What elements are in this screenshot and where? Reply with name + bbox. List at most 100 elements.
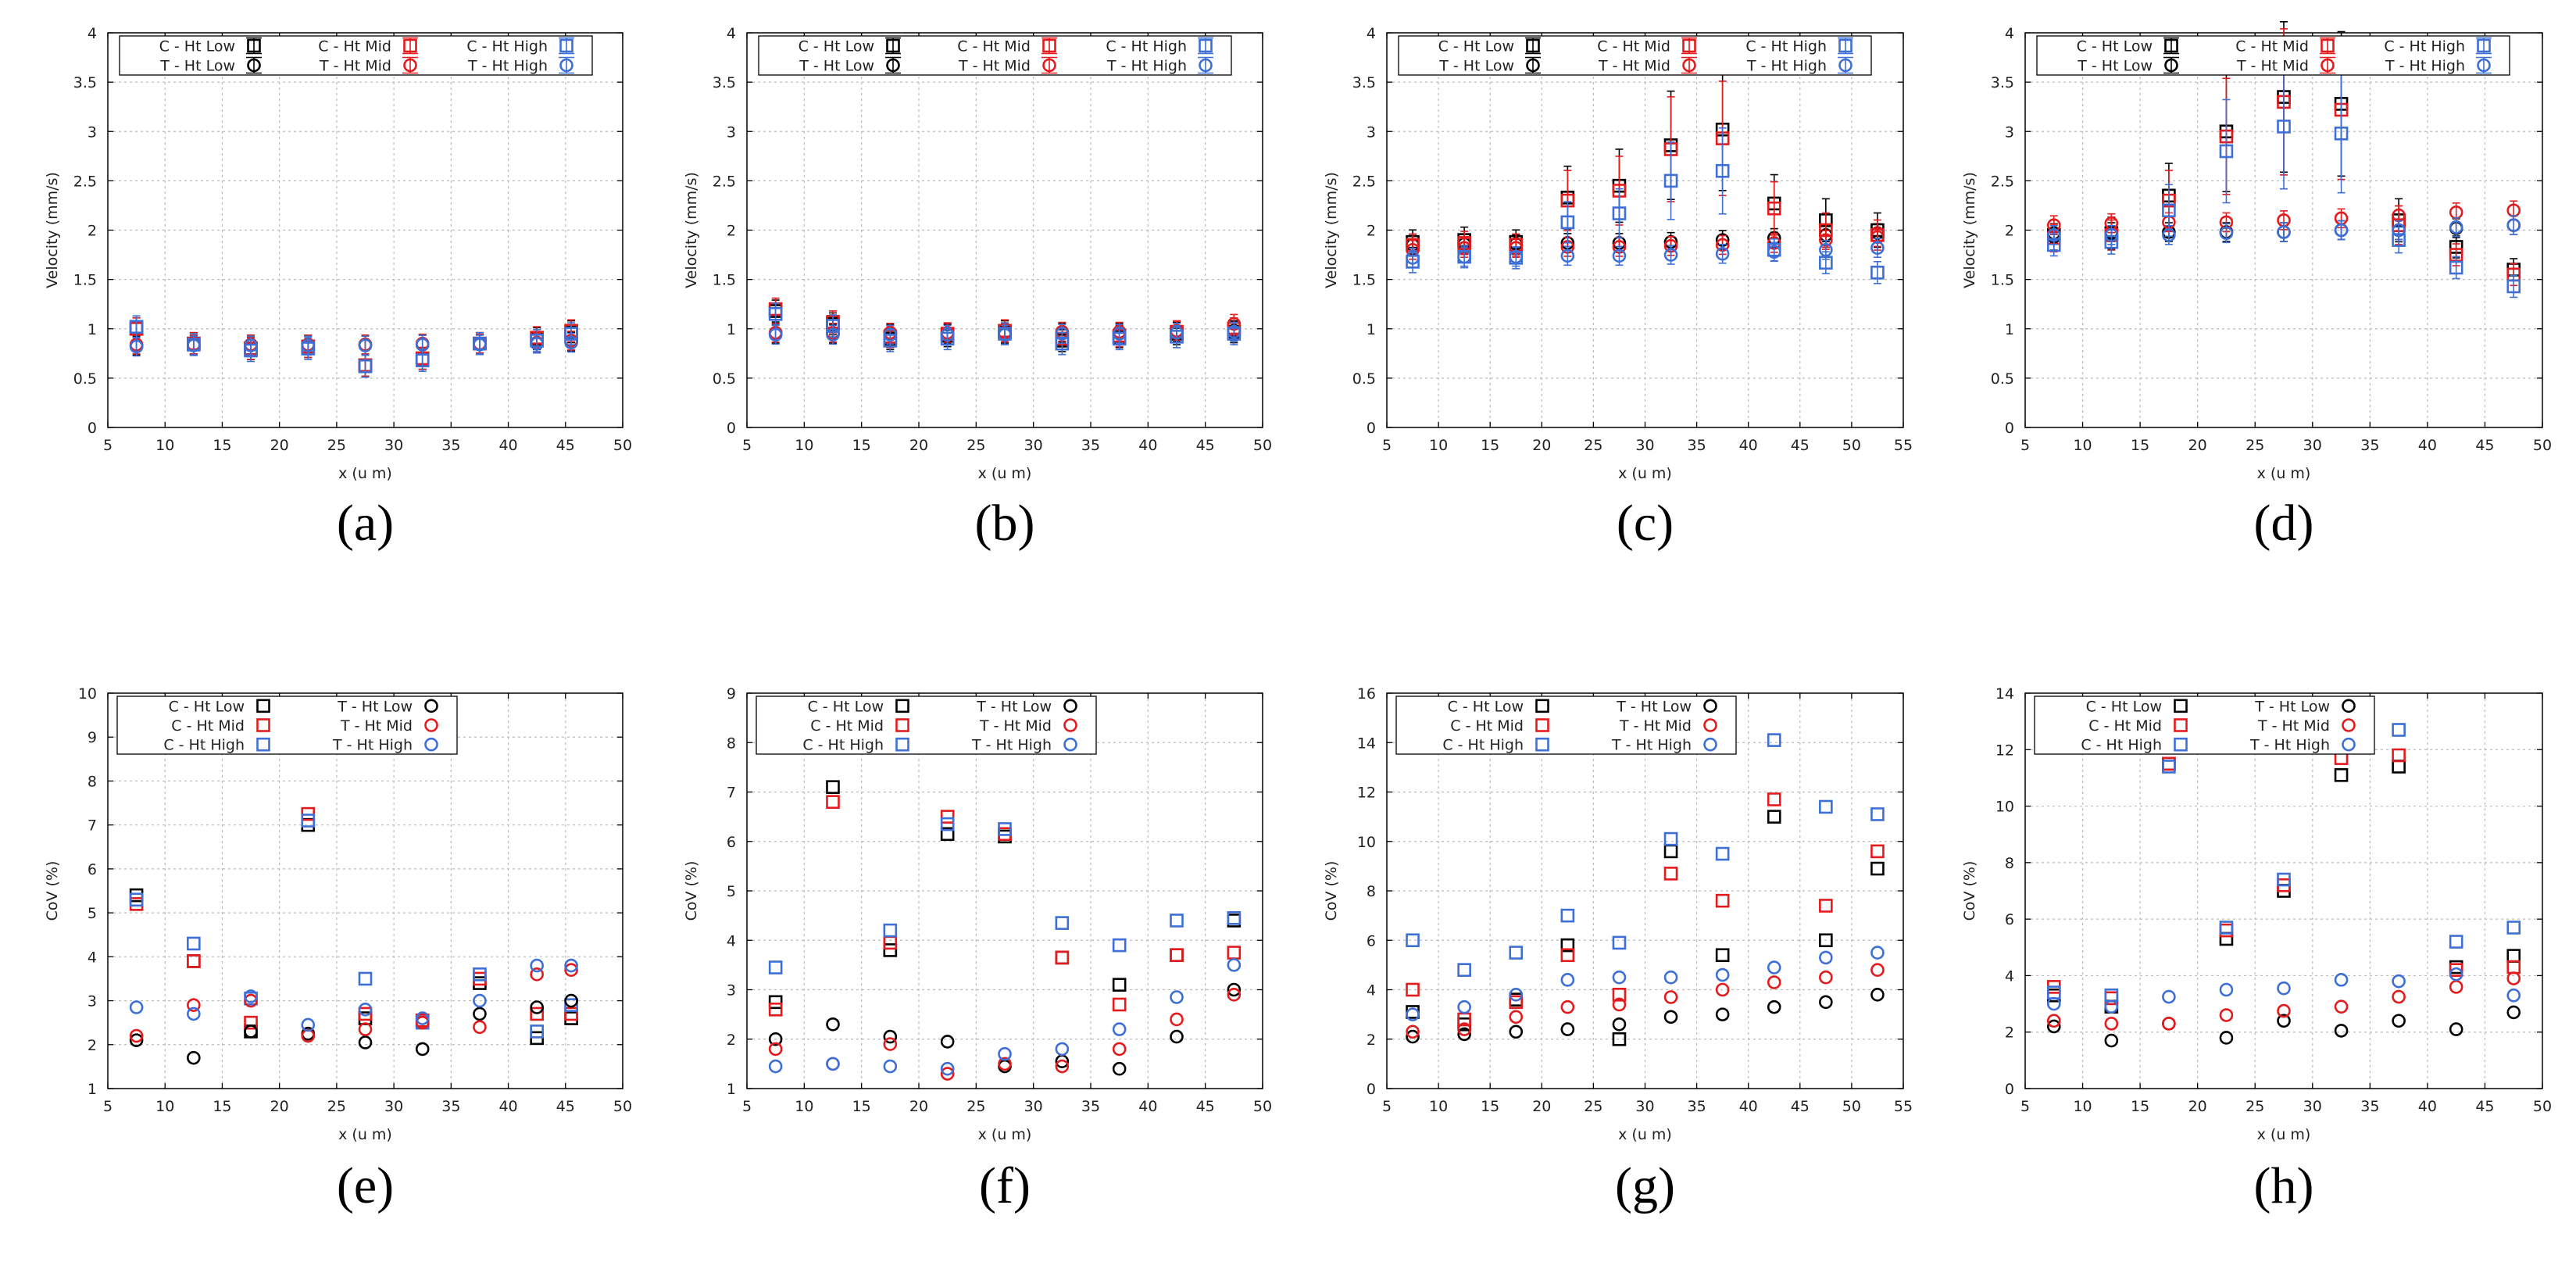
x-tick-label: 35 bbox=[2360, 1098, 2379, 1115]
x-tick-label: 45 bbox=[1196, 1098, 1215, 1115]
y-axis-label: CoV (%) bbox=[683, 861, 700, 921]
data-point bbox=[2162, 228, 2176, 242]
legend-marker bbox=[886, 38, 900, 53]
legend-marker bbox=[1535, 718, 1549, 732]
data-point bbox=[1170, 914, 1184, 928]
data-point bbox=[998, 822, 1012, 836]
data-point bbox=[2392, 989, 2406, 1004]
x-tick-label: 40 bbox=[1739, 1098, 1758, 1115]
data-point bbox=[940, 1061, 955, 1076]
legend-marker bbox=[895, 737, 909, 752]
data-point bbox=[883, 943, 898, 957]
legend-label: C - Ht Mid bbox=[171, 717, 245, 735]
data-point bbox=[473, 1020, 487, 1035]
data-point bbox=[768, 1059, 783, 1074]
series-c-ht-high bbox=[129, 315, 578, 378]
data-point bbox=[530, 1000, 544, 1014]
data-point bbox=[1406, 982, 1420, 997]
y-tick-label: 9 bbox=[88, 729, 97, 746]
data-point bbox=[129, 339, 144, 354]
legend-marker bbox=[247, 38, 261, 53]
data-point bbox=[2104, 1017, 2119, 1031]
data-point bbox=[2392, 974, 2406, 989]
data-point bbox=[1612, 935, 1627, 950]
x-tick-label: 50 bbox=[613, 1098, 632, 1115]
y-tick-label: 1 bbox=[727, 1081, 736, 1098]
data-point bbox=[1406, 1007, 1420, 1021]
series-t-ht-mid bbox=[768, 988, 1242, 1081]
legend-marker bbox=[1838, 58, 1853, 73]
x-tick-label: 50 bbox=[1253, 437, 1272, 454]
y-tick-label: 4 bbox=[1367, 982, 1376, 999]
data-point bbox=[883, 1037, 898, 1051]
x-tick-label: 30 bbox=[384, 1098, 403, 1115]
x-tick-label: 15 bbox=[1481, 437, 1499, 454]
y-axis-label: CoV (%) bbox=[1323, 861, 1340, 921]
x-tick-label: 55 bbox=[1894, 437, 1913, 454]
legend-marker bbox=[1682, 58, 1696, 73]
x-tick-label: 40 bbox=[1138, 437, 1157, 454]
legend-marker bbox=[256, 737, 270, 752]
data-point bbox=[2334, 223, 2349, 238]
x-tick-label: 30 bbox=[2303, 437, 2322, 454]
series-t-ht-mid bbox=[129, 963, 578, 1043]
x-tick-label: 5 bbox=[742, 1098, 752, 1115]
x-tick-label: 5 bbox=[2020, 1098, 2030, 1115]
y-tick-label: 8 bbox=[727, 735, 736, 752]
data-point bbox=[187, 1050, 201, 1065]
series-t-ht-low bbox=[129, 993, 578, 1065]
data-point bbox=[2506, 921, 2521, 935]
panel-h: 5 10 15 20 25 30 35 40 45 50 0 2 4 6 8 10 12 14 x (u m) CoV… bbox=[1939, 670, 2576, 1154]
x-tick-label: 45 bbox=[556, 437, 575, 454]
legend-label: T - Ht Mid bbox=[1619, 717, 1692, 735]
y-tick-label: 10 bbox=[1995, 799, 2014, 816]
legend-label: T - Ht High bbox=[467, 58, 548, 75]
data-point bbox=[129, 897, 144, 911]
data-point bbox=[1870, 241, 1885, 256]
data-point bbox=[187, 954, 201, 968]
data-point bbox=[473, 971, 487, 986]
caption-h: (h) bbox=[2253, 1157, 2314, 1214]
data-point bbox=[1663, 1010, 1678, 1024]
data-point bbox=[1457, 1027, 1471, 1042]
legend-marker bbox=[895, 718, 909, 732]
series-t-ht-high bbox=[768, 958, 1242, 1076]
data-point bbox=[1715, 967, 1730, 982]
data-point bbox=[2334, 768, 2349, 782]
data-point bbox=[358, 1007, 373, 1021]
legend-label: C - Ht Mid bbox=[2235, 38, 2309, 55]
legend-box bbox=[756, 696, 1097, 755]
data-point bbox=[415, 1011, 430, 1025]
x-tick-label: 20 bbox=[909, 437, 928, 454]
grid-lines bbox=[108, 33, 623, 427]
data-point bbox=[2334, 126, 2349, 141]
y-tick-label: 8 bbox=[2005, 855, 2014, 872]
data-point bbox=[826, 327, 840, 342]
y-tick-label: 4 bbox=[727, 25, 736, 42]
series-t-ht-high bbox=[2046, 967, 2521, 1014]
y-tick-label: 0.5 bbox=[1991, 370, 2014, 388]
legend-marker bbox=[424, 699, 438, 713]
data-point bbox=[2046, 228, 2061, 242]
data-point bbox=[2392, 748, 2406, 763]
x-tick-label: 30 bbox=[1024, 437, 1043, 454]
y-tick-label: 0 bbox=[2005, 420, 2014, 437]
data-point bbox=[1819, 799, 1833, 814]
y-tick-label: 14 bbox=[1357, 735, 1376, 752]
data-point bbox=[1560, 215, 1575, 230]
data-point bbox=[2219, 923, 2234, 938]
x-tick-label: 15 bbox=[852, 1098, 871, 1115]
x-tick-label: 20 bbox=[270, 1098, 289, 1115]
y-tick-label: 16 bbox=[1357, 685, 1376, 703]
legend-marker bbox=[424, 718, 438, 732]
data-point bbox=[1170, 1012, 1184, 1027]
legend-label: T - Ht Low bbox=[1616, 698, 1692, 715]
data-point bbox=[2449, 1022, 2463, 1036]
data-point bbox=[358, 359, 373, 374]
series-c-ht-mid bbox=[768, 795, 1242, 1017]
x-tick-label: 5 bbox=[1382, 437, 1392, 454]
data-point bbox=[1406, 1024, 1420, 1039]
legend-label: T - Ht High bbox=[332, 737, 413, 754]
legend-label: C - Ht Low bbox=[1438, 38, 1514, 55]
